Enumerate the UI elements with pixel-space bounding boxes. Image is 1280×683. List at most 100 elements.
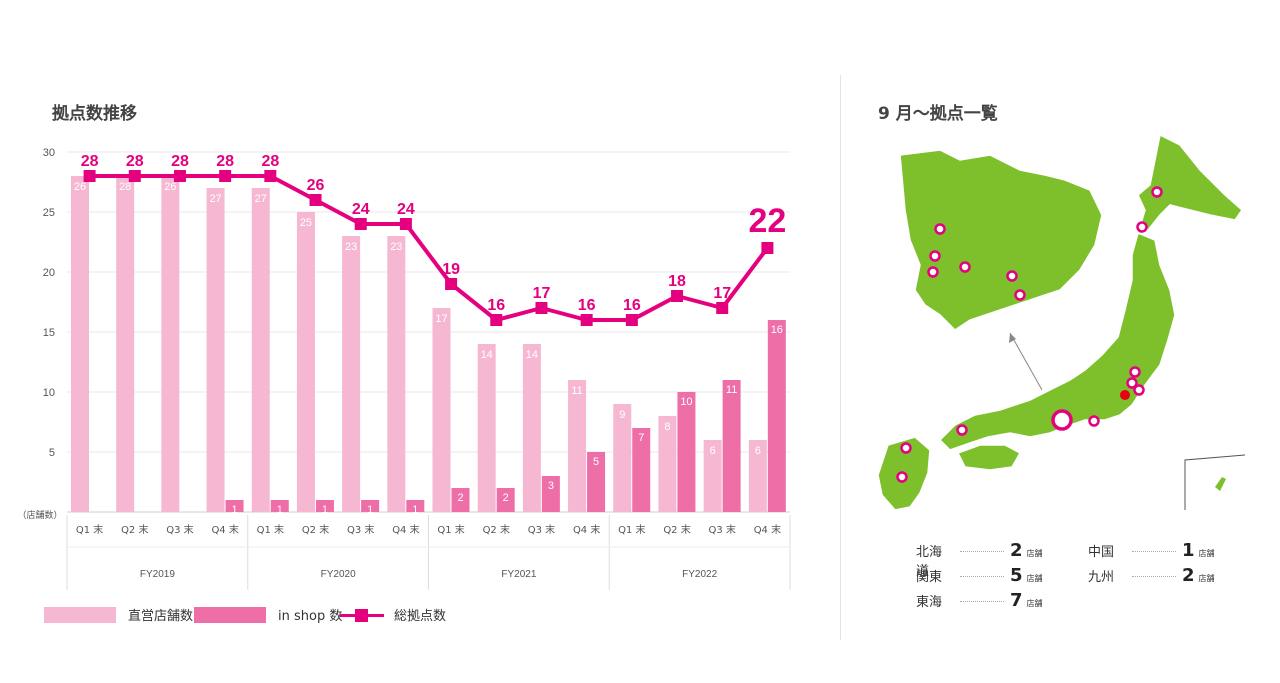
- map-hokkaido: [1137, 133, 1243, 231]
- bar-direct-label: 6: [710, 445, 716, 457]
- bar-direct: [387, 236, 406, 512]
- map-shikoku: [956, 444, 1022, 471]
- marker-inset-1: [934, 223, 946, 235]
- region-kyushu: 九州 2 店舗: [1088, 565, 1215, 586]
- legend-in-shop: in shop 数: [194, 605, 342, 624]
- total-point-label: 28: [126, 153, 144, 170]
- total-point-label: 24: [397, 201, 415, 218]
- bar-direct-label: 14: [481, 349, 493, 361]
- bar-inshop: [722, 380, 741, 512]
- bar-inshop-label: 16: [771, 324, 783, 336]
- region-count: 5: [1010, 565, 1023, 586]
- region-tokai: 東海 7 店舗: [916, 590, 1043, 611]
- fiscal-year-label: FY2020: [321, 569, 356, 580]
- region-name: 中国: [1088, 545, 1115, 560]
- bar-inshop-label: 1: [412, 504, 418, 516]
- x-tick-label: Q1 末: [76, 523, 103, 536]
- map-markers: [896, 186, 1163, 483]
- total-point-label: 16: [623, 297, 641, 314]
- bar-direct-label: 28: [119, 181, 131, 193]
- bar-inshop: [406, 500, 425, 512]
- total-point: [354, 218, 367, 230]
- total-point: [625, 314, 638, 326]
- region-name: 関東: [916, 570, 943, 585]
- total-point-label: 17: [533, 285, 551, 302]
- map-honshu: [938, 231, 1176, 451]
- total-point: [490, 314, 503, 326]
- bar-direct-label: 27: [255, 193, 267, 205]
- bar-inshop: [225, 500, 244, 512]
- marker-inset-3: [927, 266, 939, 278]
- bar-inshop-label: 11: [726, 384, 737, 396]
- bar-inshop: [361, 500, 380, 512]
- region-unit: 店舗: [1198, 549, 1215, 558]
- marker-kyushu-2: [896, 471, 908, 483]
- total-point-label: 28: [216, 153, 234, 170]
- bar-direct-label: 11: [571, 385, 582, 397]
- x-tick-label: Q2 末: [121, 523, 148, 536]
- total-point-label: 19: [442, 261, 460, 278]
- y-axis-unit: （店舗数）: [17, 509, 62, 521]
- region-unit: 店舗: [1026, 549, 1043, 558]
- marker-inset-4: [959, 261, 971, 273]
- region-kanto: 関東 5 店舗: [916, 565, 1043, 586]
- bar-inshop: [496, 488, 515, 512]
- map-inset-arrow: [1009, 332, 1043, 391]
- map-inset-region: [899, 149, 1103, 331]
- bar-direct: [703, 440, 722, 512]
- total-point-label: 22: [748, 202, 786, 240]
- dotted-leader: [960, 601, 1004, 602]
- bar-inshop: [587, 452, 606, 512]
- bar-direct: [522, 344, 541, 512]
- x-tick-label: Q3 末: [166, 523, 193, 536]
- bar-inshop: [451, 488, 470, 512]
- bar-direct-label: 6: [755, 445, 761, 457]
- bar-direct-label: 25: [300, 217, 312, 229]
- total-point: [671, 290, 684, 302]
- bar-direct: [432, 308, 451, 512]
- marker-tokyo: [1120, 390, 1130, 400]
- bar-direct-label: 26: [164, 181, 176, 193]
- x-tick-label: Q1 末: [257, 523, 284, 536]
- marker-kanto-3: [1133, 384, 1145, 396]
- map-okinawa: [1215, 477, 1226, 491]
- region-count: 7: [1010, 590, 1023, 611]
- region-count: 2: [1010, 540, 1023, 561]
- legend-label-direct: 直営店舗数: [128, 609, 194, 624]
- bar-direct: [206, 188, 225, 512]
- bar-direct: [568, 380, 587, 512]
- total-point: [399, 218, 412, 230]
- bar-inshop-label: 2: [457, 492, 463, 504]
- region-name: 北海道: [916, 545, 943, 579]
- legend-total: 総拠点数: [340, 605, 446, 624]
- bar-direct-label: 23: [345, 241, 357, 253]
- marker-tokai-large: [1051, 409, 1073, 431]
- bar-inshop-label: 5: [593, 456, 599, 468]
- marker-inset-5: [1006, 270, 1018, 282]
- x-tick-label: Q2 末: [483, 523, 510, 536]
- region-unit: 店舗: [1198, 574, 1215, 583]
- dotted-leader: [960, 576, 1004, 577]
- total-point-label: 28: [81, 153, 99, 170]
- region-hokkaido: 北海道 2 店舗: [916, 540, 1043, 579]
- x-tick-label: Q2 末: [663, 523, 690, 536]
- total-point: [128, 170, 141, 182]
- legend-swatch-total: [340, 607, 384, 623]
- total-line: [89, 174, 770, 322]
- bar-direct: [161, 176, 180, 512]
- total-point-label: 28: [171, 153, 189, 170]
- fiscal-year-label: FY2022: [682, 569, 717, 580]
- bar-direct-label: 9: [619, 409, 625, 421]
- region-name: 九州: [1088, 570, 1115, 585]
- bar-direct-label: 26: [74, 181, 86, 193]
- panel-divider: [840, 75, 841, 640]
- total-point: [535, 302, 548, 314]
- total-point-label: 24: [352, 201, 370, 218]
- bar-inshop: [270, 500, 289, 512]
- marker-inset-6: [1014, 289, 1026, 301]
- total-point: [445, 278, 458, 290]
- marker-hokkaido-2: [1136, 221, 1148, 233]
- bar-inshop-label: 1: [277, 504, 283, 516]
- dotted-leader: [1132, 551, 1176, 552]
